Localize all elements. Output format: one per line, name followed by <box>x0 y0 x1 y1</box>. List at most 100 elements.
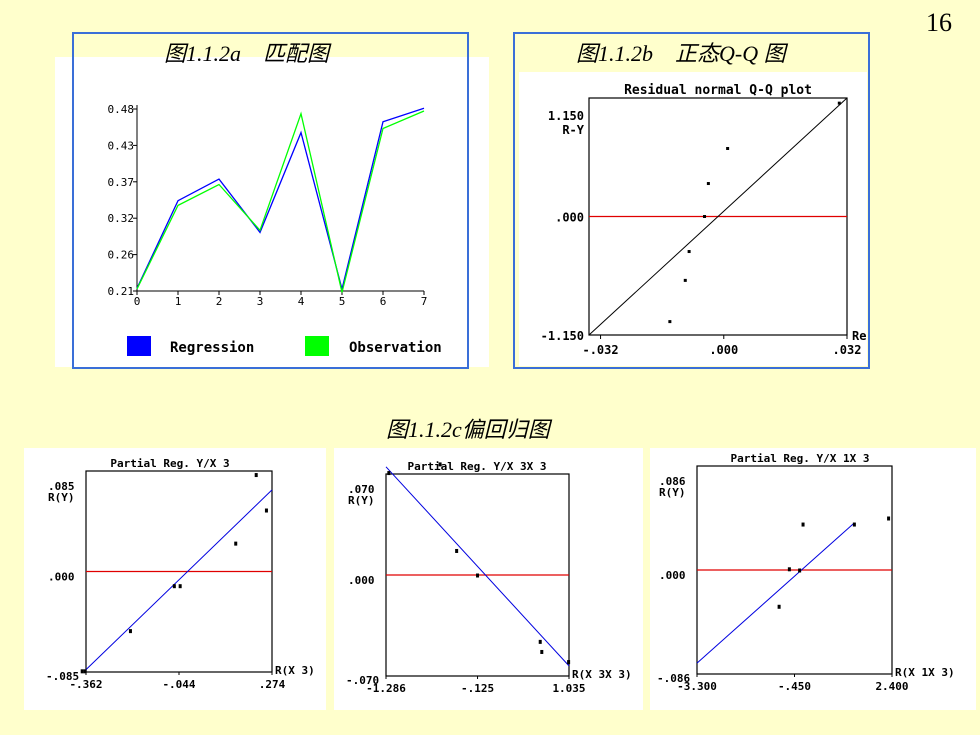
partial-plot-3-x-tick-label: -3.300 <box>677 680 717 693</box>
legend-swatch-regression <box>127 336 151 356</box>
y-axis-label: R-Y <box>562 123 584 137</box>
partial-plot-2-x-axis-label: R(X 3X 3) <box>572 668 632 681</box>
partial-plot-3-x-axis-label: R(X 1X 3) <box>895 666 955 679</box>
partial-plot-1-y-tick-label: -.085 <box>46 670 79 683</box>
partial-plot-1-data-point <box>234 541 238 546</box>
partial-plot-1-data-point <box>128 629 132 634</box>
fit-chart-frame <box>72 32 469 369</box>
x-tick-label: 6 <box>380 295 387 308</box>
partial-plot-3-title: Partial Reg. Y/X 1X 3 <box>730 452 869 465</box>
partial-plot-3-fit-line <box>696 522 855 664</box>
partial-plot-1-title: Partial Reg. Y/X 3 <box>110 457 229 470</box>
fit-chart-panel <box>55 57 489 367</box>
partial-plot-2-y-tick-label: -.070 <box>346 674 379 687</box>
partial-plot-3-data-point <box>852 522 856 527</box>
partial-plot-3-data-point <box>777 604 781 609</box>
x-tick-label: -.032 <box>582 343 618 357</box>
data-point <box>668 320 672 324</box>
partial-plot-3-panel <box>650 448 976 710</box>
partial-plot-3-data-point <box>787 567 791 572</box>
y-tick-label: 0.37 <box>108 176 135 189</box>
partial-plot-2-data-point <box>438 462 442 467</box>
partial-plot-1-x-tick-label: .274 <box>259 678 286 691</box>
partial-plot-1-x-axis-label: R(X 3) <box>275 664 315 677</box>
x-tick-label: 2 <box>216 295 223 308</box>
y-tick-label: .000 <box>555 211 584 225</box>
data-point <box>706 182 710 186</box>
partial-plot-1-data-point <box>178 584 182 589</box>
caption-a: 图1.1.2a 匹配图 <box>164 41 330 66</box>
y-tick-label: 0.32 <box>108 212 135 225</box>
partial-plot-1-y-tick-label: .085 <box>48 480 75 493</box>
data-point <box>687 250 691 254</box>
x-tick-label: 5 <box>339 295 346 308</box>
partial-plot-2-data-point <box>540 649 544 654</box>
x-tick-label: 3 <box>257 295 264 308</box>
partial-plot-3-x-tick-label: 2.400 <box>875 680 908 693</box>
partial-plot-2-title: Partial Reg. Y/X 3X 3 <box>407 460 546 473</box>
y-tick-label: -1.150 <box>541 329 584 343</box>
qq-plot-panel <box>519 72 867 366</box>
partial-plot-1-x-tick-label: -.044 <box>162 678 195 691</box>
caption-b: 图1.1.2b 正态Q-Q 图 <box>576 41 786 66</box>
series-line-observation <box>136 110 425 293</box>
partial-plot-1-data-point <box>83 669 87 674</box>
partial-plot-2-x-tick-label: -1.286 <box>366 682 406 695</box>
partial-plot-2-data-point <box>476 573 480 578</box>
y-tick-label: 0.43 <box>108 139 135 152</box>
partial-plot-3-data-point <box>887 516 891 521</box>
partial-plot-2-y-tick-label: .070 <box>348 483 375 496</box>
partial-plot-2-x-tick-label: -.125 <box>461 682 494 695</box>
data-point <box>726 146 730 150</box>
partial-plot-1-x-tick-label: -.362 <box>69 678 102 691</box>
y-tick-label: 0.21 <box>108 285 135 298</box>
qq-plot-frame <box>513 32 870 369</box>
x-tick-label: 4 <box>298 295 305 308</box>
partial-plot-2-fit-line <box>385 466 570 667</box>
x-tick-label: 0 <box>134 295 141 308</box>
partial-plot-1-y-tick-label: .000 <box>48 571 75 584</box>
data-point <box>837 101 841 105</box>
partial-plot-3-y-tick-label: -.086 <box>657 672 690 685</box>
legend-swatch-observation <box>305 336 329 356</box>
data-point <box>703 215 707 218</box>
partial-plot-3-x-tick-label: -.450 <box>778 680 811 693</box>
partial-plot-3-y-axis-label: R(Y) <box>659 486 686 499</box>
y-tick-label: 1.150 <box>548 109 584 123</box>
partial-plot-1-data-point <box>80 669 84 674</box>
normal-diagonal-line <box>588 97 848 336</box>
partial-plot-2-data-point <box>387 471 391 476</box>
partial-plot-1-data-point <box>264 508 268 513</box>
partial-plot-1-data-point <box>172 584 176 589</box>
x-tick-label: .032 <box>833 343 862 357</box>
partial-plot-1-y-axis-label: R(Y) <box>48 491 75 504</box>
caption-c: 图1.1.2c偏回归图 <box>386 417 550 442</box>
partial-plot-2-data-point <box>567 660 571 665</box>
partial-plot-2-y-tick-label: .000 <box>348 574 375 587</box>
partial-plot-3-data-point <box>801 522 805 527</box>
partial-plot-2-data-point <box>455 548 459 553</box>
x-axis-label: Re <box>852 329 866 343</box>
partial-plot-2-data-point <box>538 639 542 644</box>
x-tick-label: .000 <box>709 343 738 357</box>
x-tick-label: 7 <box>421 295 428 308</box>
partial-plot-3-y-tick-label: .086 <box>659 475 686 488</box>
chart-title: Residual normal Q-Q plot <box>624 83 812 98</box>
legend-label-observation: Observation <box>349 340 442 356</box>
page-number: 16 <box>926 8 952 37</box>
partial-plot-2-x-tick-label: 1.035 <box>552 682 585 695</box>
partial-plot-2-y-axis-label: R(Y) <box>348 494 375 507</box>
data-point <box>683 278 687 282</box>
x-tick-label: 1 <box>175 295 182 308</box>
partial-plot-1-panel <box>24 448 326 710</box>
y-tick-label: 0.48 <box>108 103 135 116</box>
y-tick-label: 0.26 <box>108 249 135 262</box>
partial-plot-3-y-tick-label: .000 <box>659 569 686 582</box>
partial-plot-1-fit-line <box>85 489 273 670</box>
partial-plot-1-data-point <box>254 473 258 478</box>
legend-label-regression: Regression <box>170 340 254 356</box>
series-line-regression <box>136 107 425 290</box>
